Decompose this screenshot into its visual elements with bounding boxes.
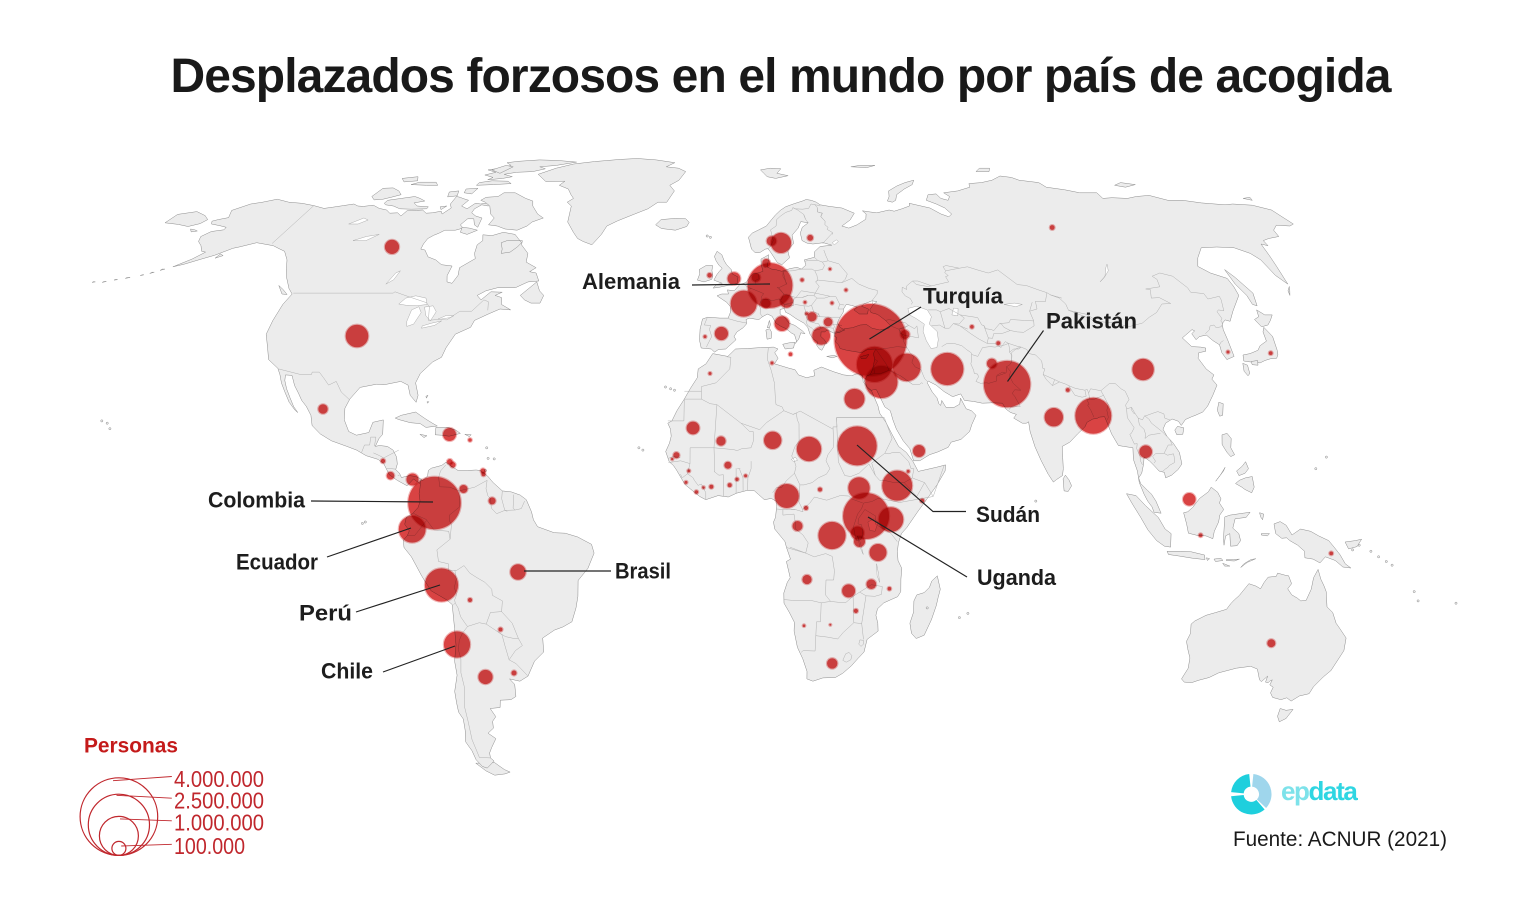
svg-text:Brasil: Brasil [615,559,671,584]
svg-text:Fuente: ACNUR (2021): Fuente: ACNUR (2021) [1233,827,1447,851]
svg-text:4.000.000: 4.000.000 [174,766,264,792]
svg-text:Ecuador: Ecuador [236,550,318,575]
svg-text:Uganda: Uganda [977,565,1057,590]
svg-text:Sudán: Sudán [976,502,1040,527]
svg-text:Pakistán: Pakistán [1046,309,1137,334]
svg-text:100.000: 100.000 [174,833,245,859]
svg-text:1.000.000: 1.000.000 [174,810,264,836]
svg-text:Turquía: Turquía [923,284,1004,309]
svg-text:Colombia: Colombia [208,488,306,513]
svg-text:2.500.000: 2.500.000 [174,788,264,814]
svg-text:epdata: epdata [1281,776,1358,806]
svg-text:Personas: Personas [84,735,178,758]
svg-text:Perú: Perú [299,601,352,626]
svg-text:Alemania: Alemania [582,269,681,294]
svg-text:Chile: Chile [321,659,373,684]
